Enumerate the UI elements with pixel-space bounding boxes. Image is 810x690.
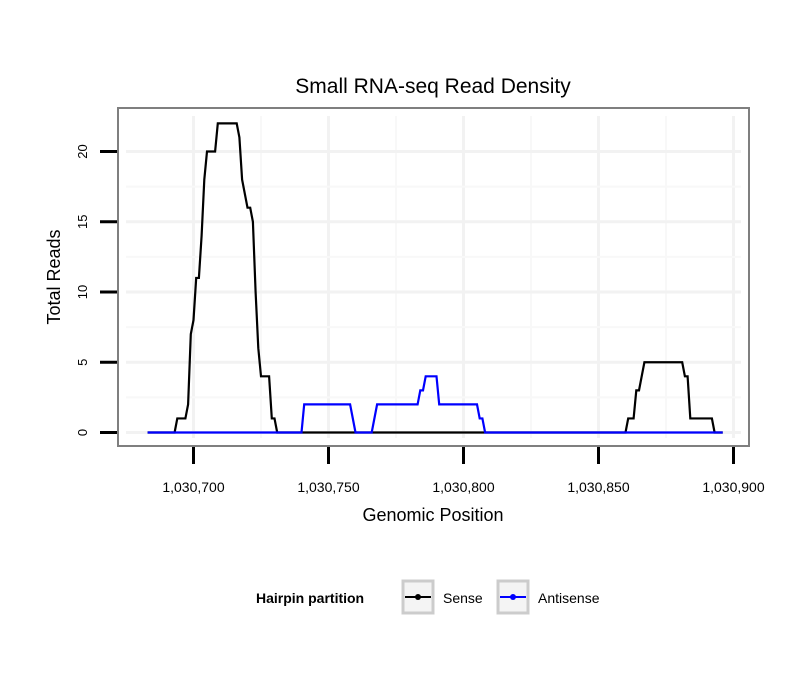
legend-marker-sense [415, 594, 421, 600]
y-tick-label: 10 [75, 285, 90, 299]
legend-label-sense: Sense [443, 590, 483, 606]
plot-panel [117, 107, 750, 447]
x-axis-title: Genomic Position [362, 505, 503, 525]
x-tick-label: 1,030,800 [432, 479, 494, 495]
legend-item-antisense: Antisense [496, 579, 600, 615]
y-tick-label: 0 [75, 429, 90, 436]
x-tick-label: 1,030,700 [162, 479, 224, 495]
y-axis-title: Total Reads [44, 229, 64, 324]
gridlines [126, 116, 741, 438]
legend: Hairpin partition Sense Antisense [256, 579, 600, 615]
data-series [147, 122, 723, 434]
axes: 1,030,700 1,030,750 1,030,800 1,030,850 1,03… [75, 144, 765, 495]
y-tick-label: 5 [75, 359, 90, 366]
series-sense-line [147, 122, 723, 434]
y-tick-label: 15 [75, 215, 90, 229]
plot-background [117, 107, 750, 447]
x-tick-label: 1,030,750 [297, 479, 359, 495]
chart-title: Small RNA-seq Read Density [295, 75, 571, 98]
x-tick-label: 1,030,900 [702, 479, 764, 495]
x-tick-label: 1,030,850 [567, 479, 629, 495]
legend-title: Hairpin partition [256, 590, 364, 606]
legend-label-antisense: Antisense [538, 590, 600, 606]
y-tick-label: 20 [75, 144, 90, 158]
legend-marker-antisense [510, 594, 516, 600]
legend-item-sense: Sense [401, 579, 483, 615]
series-antisense-line [147, 375, 723, 434]
